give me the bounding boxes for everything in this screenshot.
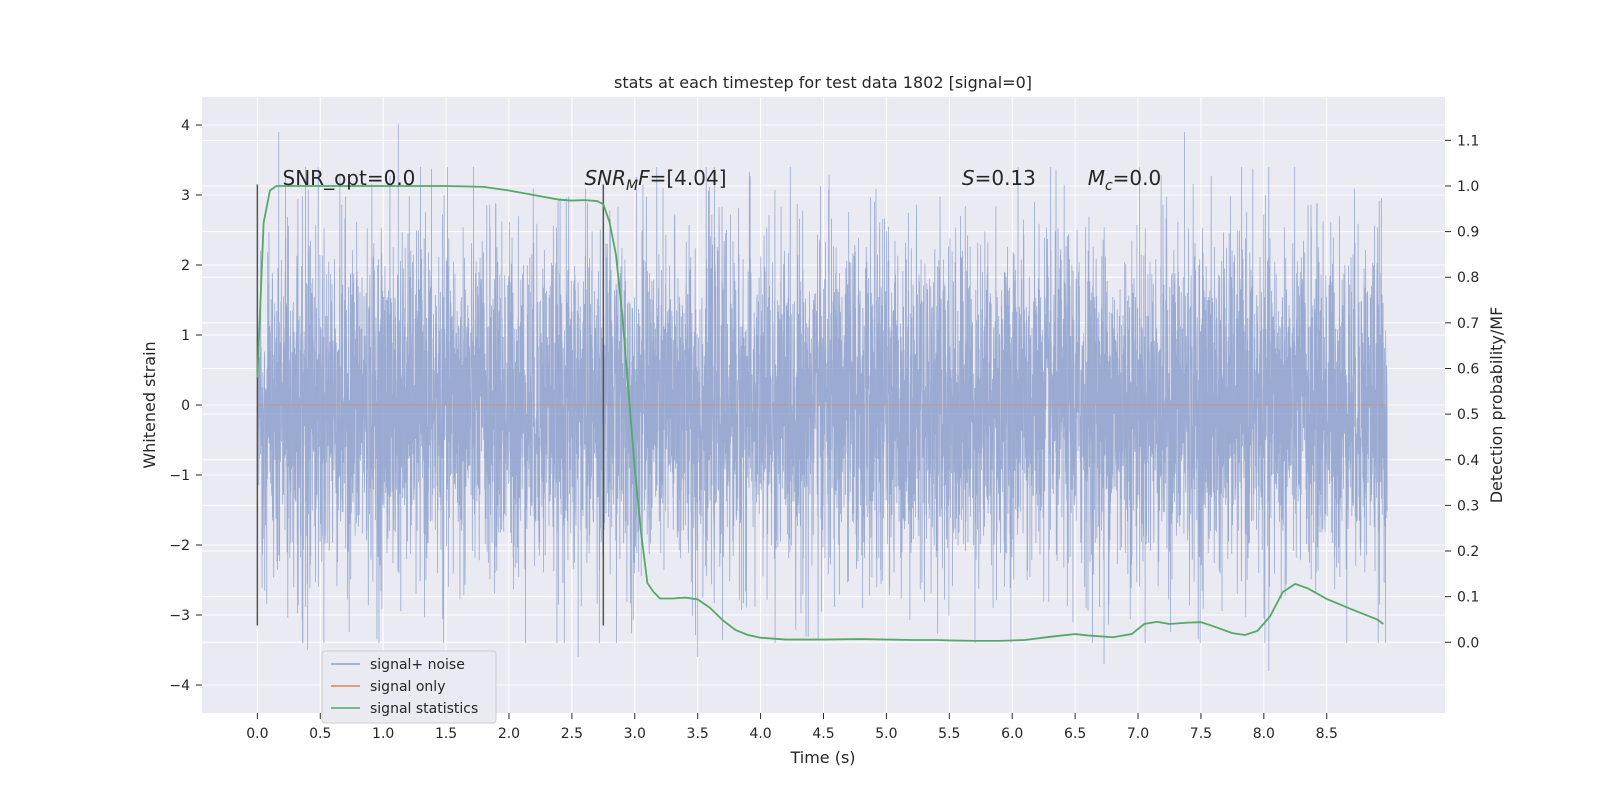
x-tick-label: 6.5	[1064, 726, 1086, 742]
signal-noise-line	[256, 123, 1388, 671]
y2-tick-label: 0.3	[1457, 498, 1479, 514]
y-tick-label: 0	[181, 398, 190, 414]
legend-label-signal-only: signal only	[370, 679, 445, 695]
y2-axis-ticks: 0.0 0.1 0.2 0.3 0.4 0.5 0.6 0.7 0.8 0.9 1.0 1.1	[1445, 133, 1479, 651]
y2-tick-label: 0.5	[1457, 407, 1479, 423]
y-tick-label: 3	[181, 188, 190, 204]
y2-tick-label: 0.8	[1457, 270, 1479, 286]
y2-tick-label: 0.1	[1457, 590, 1479, 606]
legend-label-signal-noise: signal+ noise	[370, 657, 465, 673]
x-tick-label: 2.5	[561, 726, 583, 742]
y-tick-label: 4	[181, 118, 190, 134]
x-tick-label: 0.5	[309, 726, 331, 742]
annotation-text: S=0.13	[962, 166, 1036, 190]
y-tick-label: −4	[169, 678, 190, 694]
annotation-text: SNR_opt=0.0	[283, 166, 416, 190]
x-tick-label: 5.5	[938, 726, 960, 742]
annotation-text: SNRMF=[4.04]	[584, 166, 726, 194]
y2-tick-label: 0.6	[1457, 361, 1479, 377]
x-tick-label: 1.0	[372, 726, 394, 742]
x-tick-label: 4.5	[812, 726, 834, 742]
legend: signal+ noise signal only signal statist…	[321, 650, 497, 724]
marker-lines	[256, 184, 605, 626]
y2-tick-label: 0.4	[1457, 453, 1479, 469]
x-tick-label: 3.5	[687, 726, 709, 742]
legend-box	[321, 650, 497, 724]
y2-tick-label: 0.7	[1457, 316, 1479, 332]
annotations: SNR_opt=0.0 SNRMF=[4.04] S=0.13 Mc=0.0	[283, 166, 1162, 194]
y-tick-label: −1	[169, 468, 190, 484]
y2-tick-label: 0.0	[1457, 635, 1479, 651]
x-tick-label: 2.0	[498, 726, 520, 742]
y-axis-label: Whitened strain	[140, 341, 159, 468]
y2-tick-label: 1.0	[1457, 179, 1479, 195]
y2-tick-label: 0.9	[1457, 225, 1479, 241]
x-axis-ticks: 0.0 0.5 1.0 1.5 2.0 2.5 3.0 3.5 4.0 4.5 5.0 5.5 6.0 6…	[246, 713, 1338, 742]
chart-title: stats at each timestep for test data 180…	[614, 73, 1032, 92]
y-tick-label: −3	[169, 608, 190, 624]
x-tick-label: 5.0	[875, 726, 897, 742]
x-tick-label: 1.5	[435, 726, 457, 742]
x-tick-label: 4.0	[749, 726, 771, 742]
y-axis-ticks: −4 −3 −2 −1 0 1 2 3 4	[169, 118, 202, 694]
x-tick-label: 0.0	[246, 726, 268, 742]
x-tick-label: 7.0	[1127, 726, 1149, 742]
legend-label-signal-statistics: signal statistics	[370, 701, 478, 717]
signal-statistics-line	[256, 185, 1384, 642]
y2-tick-label: 1.1	[1457, 133, 1479, 149]
x-tick-label: 7.5	[1190, 726, 1212, 742]
x-axis-label: Time (s)	[789, 748, 855, 767]
y-tick-label: −2	[169, 538, 190, 554]
y-tick-label: 1	[181, 328, 190, 344]
annotation-text: Mc=0.0	[1088, 166, 1162, 194]
series-signal-noise	[256, 123, 1388, 671]
x-tick-label: 3.0	[624, 726, 646, 742]
y-tick-label: 2	[181, 258, 190, 274]
y2-tick-label: 0.2	[1457, 544, 1479, 560]
x-tick-label: 8.0	[1253, 726, 1275, 742]
x-tick-label: 6.0	[1001, 726, 1023, 742]
series-signal-statistics	[256, 185, 1384, 642]
x-tick-label: 8.5	[1316, 726, 1338, 742]
y2-axis-label: Detection probability/MF	[1487, 307, 1506, 504]
